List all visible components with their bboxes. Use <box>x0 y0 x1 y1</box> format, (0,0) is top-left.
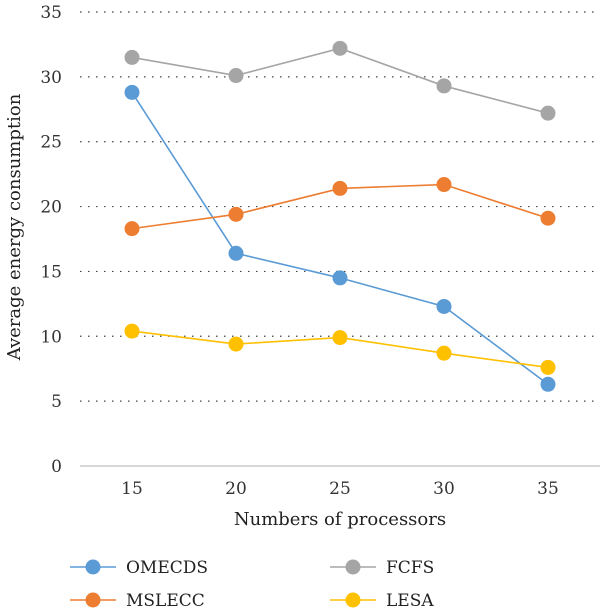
y-axis-ticks: 0 5 10 15 20 25 30 35 <box>40 3 62 477</box>
data-point <box>125 50 140 65</box>
legend-label: LESA <box>386 591 434 611</box>
x-tick-label: 30 <box>433 479 455 499</box>
y-tick-label: 35 <box>40 3 62 23</box>
series-mslecc <box>125 177 556 236</box>
legend-marker <box>86 560 101 575</box>
y-tick-label: 25 <box>40 133 62 153</box>
legend-item-omecds: OMECDS <box>70 558 208 578</box>
series-omecds <box>125 85 556 392</box>
series-group <box>125 41 556 392</box>
data-point <box>333 41 348 56</box>
line-chart: 0 5 10 15 20 25 30 35 15 20 25 30 35 Numbers of pro… <box>0 0 600 614</box>
y-tick-label: 10 <box>40 327 62 347</box>
legend-marker <box>86 593 101 608</box>
data-point <box>333 181 348 196</box>
x-tick-label: 15 <box>121 479 143 499</box>
y-tick-label: 0 <box>51 457 62 477</box>
data-point <box>541 106 556 121</box>
legend-item-mslecc: MSLECC <box>70 591 205 611</box>
x-axis-ticks: 15 20 25 30 35 <box>121 479 559 499</box>
data-point <box>437 299 452 314</box>
x-tick-label: 25 <box>329 479 351 499</box>
data-point <box>229 207 244 222</box>
legend: OMECDS FCFS MSLECC LESA <box>70 558 434 611</box>
data-point <box>541 211 556 226</box>
legend-marker <box>346 560 361 575</box>
series-lesa <box>125 324 556 375</box>
data-point <box>229 246 244 261</box>
data-point <box>333 270 348 285</box>
y-axis-title: Average energy consumption <box>4 93 25 361</box>
data-point <box>437 177 452 192</box>
y-tick-label: 30 <box>40 68 62 88</box>
data-point <box>229 68 244 83</box>
data-point <box>125 85 140 100</box>
x-tick-label: 35 <box>537 479 559 499</box>
data-point <box>437 346 452 361</box>
data-point <box>229 337 244 352</box>
legend-item-lesa: LESA <box>330 591 434 611</box>
data-point <box>125 324 140 339</box>
x-tick-label: 20 <box>225 479 247 499</box>
data-point <box>333 330 348 345</box>
y-tick-label: 20 <box>40 198 62 218</box>
data-point <box>125 221 140 236</box>
series-line <box>132 48 548 113</box>
y-tick-label: 15 <box>40 262 62 282</box>
legend-label: MSLECC <box>126 591 205 611</box>
legend-label: FCFS <box>386 558 434 578</box>
legend-marker <box>346 593 361 608</box>
x-axis-title: Numbers of processors <box>234 509 446 530</box>
legend-item-fcfs: FCFS <box>330 558 434 578</box>
data-point <box>541 377 556 392</box>
data-point <box>541 360 556 375</box>
y-tick-label: 5 <box>51 392 62 412</box>
data-point <box>437 78 452 93</box>
series-fcfs <box>125 41 556 121</box>
legend-label: OMECDS <box>126 558 208 578</box>
